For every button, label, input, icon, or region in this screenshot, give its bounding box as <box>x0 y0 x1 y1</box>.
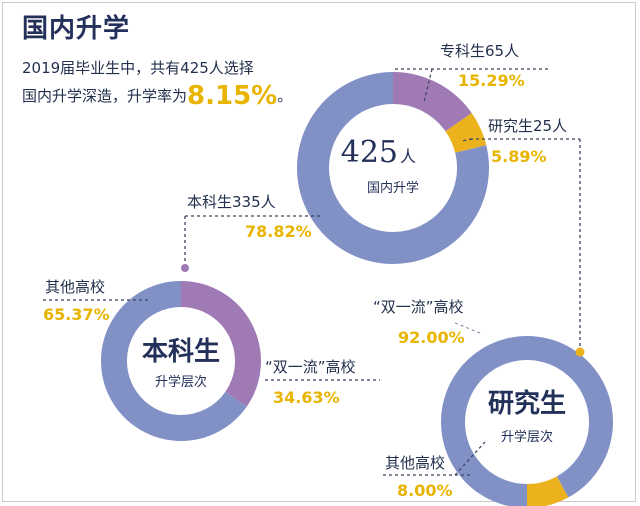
grad-label-other: 其他高校 <box>385 454 445 472</box>
undergrad-center-title: 本科生 <box>142 337 220 367</box>
intro-line-2-prefix: 国内升学深造，升学率为 <box>22 87 188 105</box>
infographic-frame <box>2 2 636 502</box>
donut-undergrad-slice-double <box>180 281 261 407</box>
grad-label-double: “双一流”高校 <box>373 298 464 316</box>
intro-line-2-suffix: 。 <box>277 87 293 105</box>
connector-grad-dot <box>575 347 585 357</box>
page-title: 国内升学 <box>22 14 131 44</box>
connector-grad-double-leader <box>454 322 481 334</box>
overall-center-number: 425 <box>341 135 398 170</box>
slice-label-undergrad: 本科生335人 <box>187 193 276 211</box>
grad-value-other: 8.00% <box>397 481 453 500</box>
intro-text: 2019届毕业生中，共有425人选择 国内升学深造，升学率为8.15%。 <box>22 54 292 110</box>
overall-center-subtitle: 国内升学 <box>367 180 419 196</box>
connector-grad-leader <box>461 138 473 142</box>
slice-value-undergrad: 78.82% <box>245 222 312 241</box>
ug-value-other: 65.37% <box>43 305 110 324</box>
grad-center-title: 研究生 <box>488 388 566 419</box>
donut-overall-slice-grad <box>445 112 487 154</box>
donut-overall-slice-junior <box>392 72 472 132</box>
ug-label-other: 其他高校 <box>45 278 105 296</box>
slice-label-junior: 专科生65人 <box>440 42 519 60</box>
grad-value-double: 92.00% <box>398 328 465 347</box>
overall-center-unit: 人 <box>400 147 416 166</box>
intro-line-1: 2019届毕业生中，共有425人选择 <box>22 59 254 77</box>
donut-undergrad-slice-other <box>101 281 247 441</box>
donut-undergrad <box>101 281 261 441</box>
slice-value-grad: 5.89% <box>491 147 547 166</box>
donut-overall-slice-undergrad <box>297 72 489 264</box>
donut-graduate-slice-double <box>441 336 613 506</box>
connector-grad-other-leader <box>454 441 486 476</box>
ug-value-double: 34.63% <box>273 388 340 407</box>
donut-overall <box>297 72 489 264</box>
grad-center-subtitle: 升学层次 <box>501 429 553 445</box>
intro-line-2: 国内升学深造，升学率为8.15%。 <box>22 82 292 110</box>
slice-value-junior: 15.29% <box>458 71 525 90</box>
ug-label-double: “双一流”高校 <box>265 358 356 376</box>
slice-label-grad: 研究生25人 <box>488 117 567 135</box>
connector-undergrad-dot <box>181 264 189 272</box>
intro-rate-value: 8.15% <box>187 81 278 111</box>
donut-graduate <box>441 336 613 506</box>
undergrad-center-subtitle: 升学层次 <box>155 374 207 390</box>
donut-graduate-slice-other <box>526 476 569 506</box>
